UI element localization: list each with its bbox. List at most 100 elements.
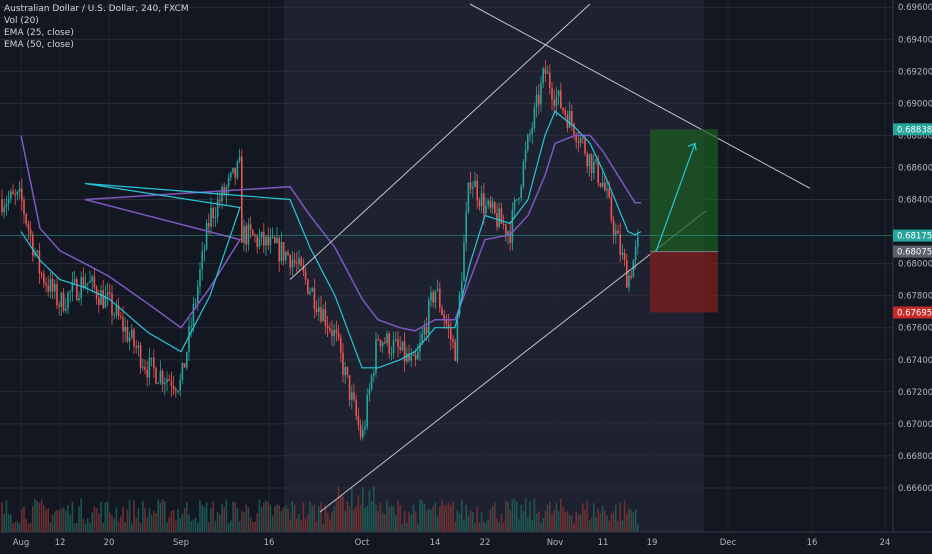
volume-bar-276 (608, 520, 610, 532)
legend-vol[interactable]: Vol (20) (4, 16, 39, 26)
candle-body-194 (428, 300, 430, 334)
volume-bar-242 (533, 498, 536, 532)
volume-bar-19 (43, 504, 45, 532)
volume-bar-166 (366, 505, 368, 532)
candle-body-21 (47, 285, 49, 292)
candle-body-287 (632, 260, 635, 278)
candle-body-182 (401, 341, 404, 350)
x-tick-label-6: 14 (430, 538, 441, 548)
projection-arrow[interactable] (655, 143, 696, 252)
volume-bar-15 (34, 498, 36, 532)
volume-bar-37 (82, 518, 85, 532)
target-zone[interactable] (650, 129, 718, 252)
price-axis[interactable] (893, 0, 932, 550)
volume-bar-98 (216, 512, 219, 532)
candle-body-31 (69, 291, 71, 293)
time-axis[interactable] (0, 532, 932, 550)
y-tick-label-2: 0.69200 (898, 67, 932, 77)
candle-body-35 (78, 298, 80, 301)
candle-body-13 (29, 229, 32, 235)
candle-body-50 (111, 293, 113, 316)
candle-body-198 (436, 288, 439, 291)
volume-bar-41 (91, 512, 93, 532)
candle-body-226 (498, 208, 500, 228)
candle-body-265 (584, 138, 586, 154)
volume-bar-20 (45, 509, 47, 532)
volume-bar-284 (626, 513, 628, 532)
candle-body-213 (469, 182, 472, 189)
volume-bar-189 (417, 523, 419, 532)
volume-bar-69 (153, 510, 155, 532)
candle-body-5 (12, 191, 14, 195)
volume-bar-14 (32, 506, 34, 532)
legend-ema25[interactable]: EMA (25, close) (4, 28, 74, 38)
volume-bar-170 (375, 504, 377, 532)
channel-lower-trendline[interactable] (319, 210, 707, 513)
volume-bar-12 (27, 523, 30, 532)
candle-body-225 (496, 212, 498, 228)
price-tag-stop[interactable] (893, 306, 932, 319)
candle-body-27 (60, 292, 63, 307)
x-tick-label-1: 12 (55, 538, 66, 548)
volume-bar-131 (289, 519, 291, 532)
candle-body-76 (168, 378, 170, 381)
legend-ema50[interactable]: EMA (50, close) (4, 40, 74, 50)
candle-body-159 (351, 392, 353, 400)
candle-body-57 (126, 326, 129, 342)
candle-body-91 (201, 250, 203, 270)
volume-bar-217 (478, 522, 481, 532)
volume-bar-224 (494, 502, 496, 532)
price-tag-entry[interactable] (893, 245, 932, 258)
candle-body-154 (340, 337, 342, 353)
candle-body-9 (21, 188, 23, 201)
candle-body-6 (14, 194, 16, 196)
candle-body-34 (76, 279, 78, 301)
candle-body-272 (599, 183, 602, 187)
candle-body-95 (210, 207, 212, 227)
volume-bar-51 (113, 518, 115, 532)
legend-symbol[interactable]: Australian Dollar / U.S. Dollar, 240, FX… (4, 4, 189, 14)
volume-bar-75 (166, 522, 168, 532)
volume-bar-262 (577, 514, 580, 532)
candle-body-7 (16, 191, 19, 195)
candle-body-155 (342, 352, 344, 376)
volume-bar-48 (106, 501, 109, 532)
volume-bar-237 (522, 510, 525, 532)
candle-body-229 (505, 224, 507, 235)
candle-body-45 (100, 290, 102, 305)
volume-bar-236 (520, 504, 522, 532)
candle-body-93 (205, 223, 208, 250)
candle-body-266 (586, 153, 588, 167)
candle-body-172 (379, 339, 382, 347)
channel-upper-trendline[interactable] (289, 3, 591, 281)
candle-body-164 (362, 429, 364, 438)
volume-bar-17 (38, 502, 41, 532)
price-tag-current[interactable] (893, 229, 932, 242)
candle-body-277 (610, 197, 613, 221)
volume-bar-21 (47, 507, 49, 532)
volume-bar-143 (315, 521, 318, 532)
volume-bar-173 (381, 513, 384, 532)
descending-resistance-trendline[interactable] (469, 3, 811, 189)
volume-bar-194 (428, 508, 430, 532)
volume-bar-24 (54, 511, 56, 532)
volume-bar-160 (353, 509, 355, 532)
volume-bar-32 (71, 501, 74, 532)
stop-zone[interactable] (650, 251, 718, 313)
candle-body-143 (315, 308, 318, 313)
candle-body-139 (307, 279, 309, 294)
candle-body-256 (564, 110, 566, 116)
volume-bar-174 (384, 514, 386, 532)
volume-bar-60 (133, 500, 135, 532)
volume-bar-261 (575, 511, 577, 532)
volume-bar-42 (93, 506, 96, 532)
price-tag-target[interactable] (893, 123, 932, 136)
candle-body-195 (430, 292, 432, 301)
volume-bar-151 (333, 506, 335, 532)
candle-body-273 (601, 182, 604, 187)
volume-bar-287 (632, 511, 635, 532)
volume-bar-145 (320, 502, 322, 532)
volume-bar-92 (203, 506, 206, 532)
